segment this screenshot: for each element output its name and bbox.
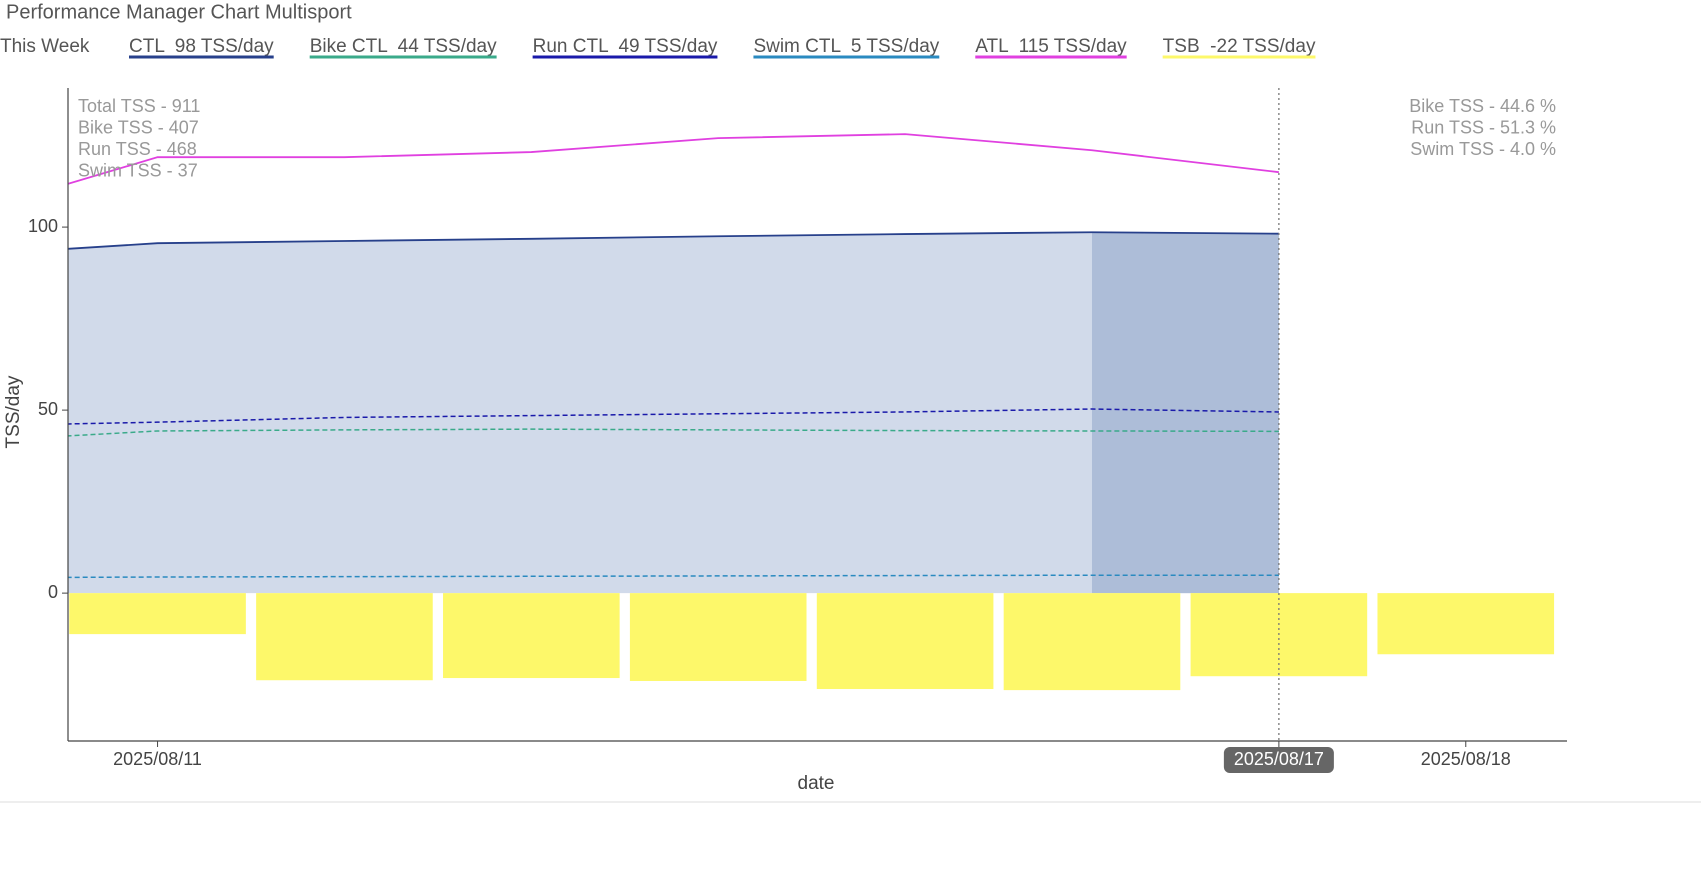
tsb-bar	[816, 593, 994, 690]
tsb-bar	[1003, 593, 1181, 691]
x-tick-label: 2025/08/18	[1421, 749, 1511, 769]
stat-annotation: Swim TSS - 37	[78, 161, 198, 181]
x-axis-title: date	[798, 773, 835, 794]
stat-annotation: Bike TSS - 407	[78, 117, 199, 137]
stat-annotation: Run TSS - 51.3 %	[1411, 117, 1556, 137]
stat-annotation: Bike TSS - 44.6 %	[1409, 96, 1556, 116]
stat-annotation: Swim TSS - 4.0 %	[1410, 139, 1556, 159]
tsb-bar	[629, 593, 807, 681]
tsb-bar	[443, 593, 620, 679]
stat-annotation: Total TSS - 911	[78, 96, 200, 116]
x-tick-label: 2025/08/17	[1234, 749, 1324, 769]
today-badge	[1223, 747, 1334, 773]
highlight-area	[1091, 232, 1279, 594]
y-axis-title: TSS/day	[3, 375, 24, 448]
y-tick-label: 50	[38, 399, 58, 419]
series-line	[68, 574, 1279, 579]
legend-entry: CTL 98 TSS/day	[129, 36, 274, 57]
tsb-bar	[1377, 593, 1555, 655]
stat-annotation: Run TSS - 468	[78, 139, 197, 159]
legend-entry: TSB -22 TSS/day	[1163, 36, 1316, 57]
chart-title: Performance Manager Chart Multisport	[6, 1, 352, 23]
tsb-bar	[256, 593, 433, 681]
series-line	[68, 408, 1279, 425]
x-tick-label: 2025/08/11	[113, 749, 202, 769]
series-line	[68, 231, 1279, 250]
legend-entry: Swim CTL 5 TSS/day	[753, 36, 939, 57]
y-tick-label: 0	[48, 582, 58, 602]
series-line	[68, 133, 1279, 185]
y-tick-label: 100	[28, 216, 58, 236]
legend-title: This Week	[0, 36, 90, 57]
legend-entry: Bike CTL 44 TSS/day	[310, 36, 497, 57]
series-line	[68, 428, 1279, 437]
tsb-bar	[69, 593, 246, 635]
legend-entry: Run CTL 49 TSS/day	[533, 36, 718, 57]
ctl-area	[68, 232, 1279, 594]
plot-area	[68, 133, 1555, 691]
legend-entry: ATL 115 TSS/day	[975, 36, 1127, 57]
